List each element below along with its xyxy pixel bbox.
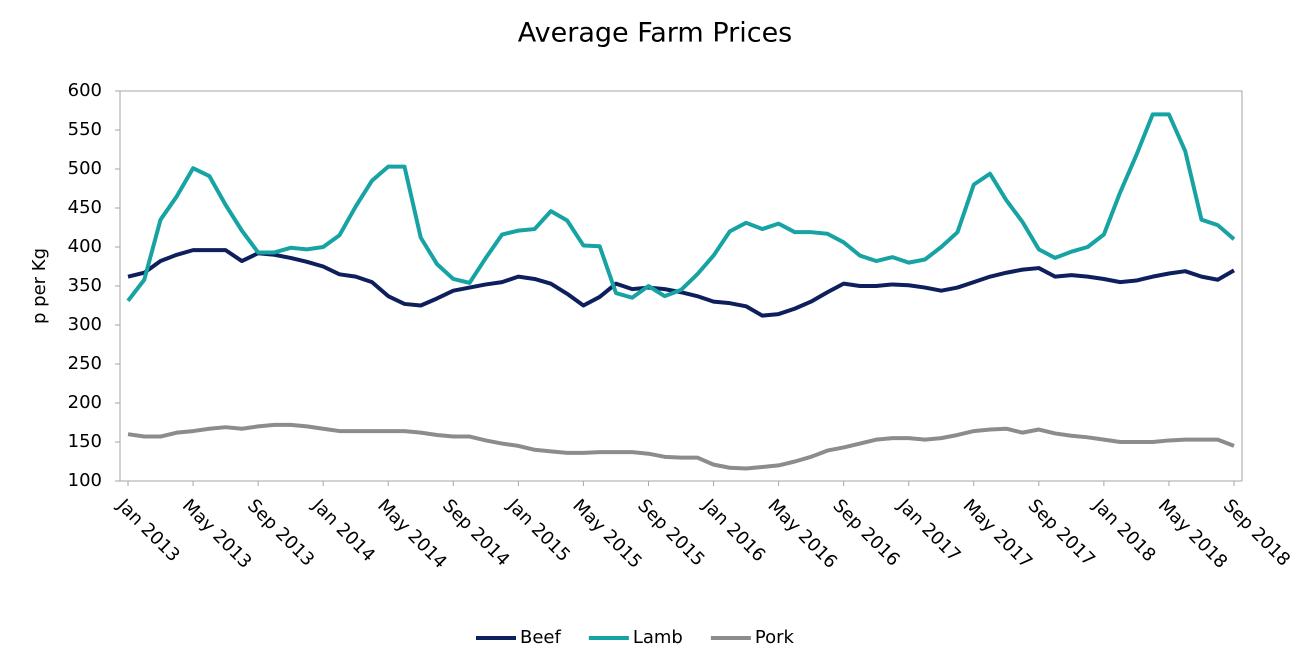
y-tick-label: 100 — [68, 470, 102, 491]
chart-title: Average Farm Prices — [518, 18, 793, 49]
y-tick-label: 600 — [68, 80, 102, 101]
series-line — [127, 248, 1235, 318]
y-axis-label: p per Kg — [29, 248, 50, 324]
x-tick-label: May 2014 — [373, 495, 451, 573]
y-tick-label: 550 — [68, 119, 102, 140]
legend-label: Beef — [520, 627, 561, 648]
y-tick-label: 250 — [68, 353, 102, 374]
x-tick-label: May 2013 — [178, 495, 256, 573]
legend-label: Lamb — [633, 627, 683, 648]
x-tick-label: May 2018 — [1154, 495, 1232, 573]
y-tick-label: 400 — [68, 236, 102, 257]
y-tick-label: 150 — [68, 431, 102, 452]
x-tick-label: May 2015 — [568, 495, 646, 573]
series-line — [126, 112, 1236, 303]
y-tick-label: 450 — [68, 197, 102, 218]
legend-label: Pork — [755, 627, 795, 648]
x-tick-label: Jan 2013 — [112, 495, 184, 567]
y-tick-label: 350 — [68, 275, 102, 296]
series-line — [127, 422, 1235, 471]
x-tick-label: May 2017 — [959, 495, 1037, 573]
y-tick-label: 300 — [68, 314, 102, 335]
y-tick-label: 200 — [68, 392, 102, 413]
y-tick-label: 500 — [68, 158, 102, 179]
x-tick-label: May 2016 — [764, 495, 842, 573]
plot-frame — [119, 90, 1243, 482]
